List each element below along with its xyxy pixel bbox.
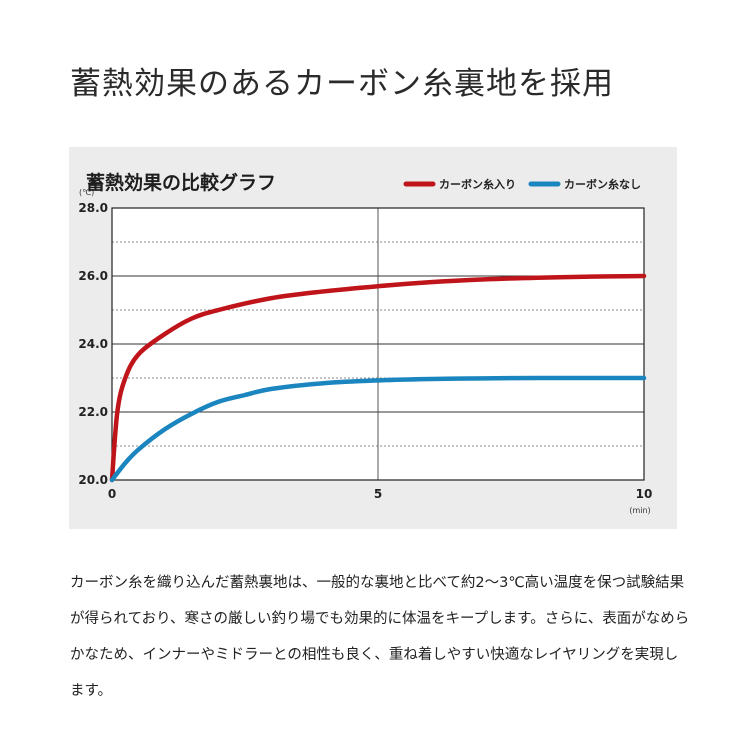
comparison-chart-panel: 20.0 22.0 24.0 26.0 28.0 (℃) 0 5 10 (min) 蓄熱効果の比較グ… [69,147,677,529]
y-unit-label: (℃) [79,188,94,197]
comparison-line-chart: 20.0 22.0 24.0 26.0 28.0 (℃) 0 5 10 (min) 蓄熱効果の比較グ… [78,171,653,515]
y-tick-label: 26.0 [78,269,108,283]
y-tick-label: 20.0 [78,473,108,487]
x-unit-label: (min) [629,506,650,515]
x-tick-label: 5 [374,487,382,501]
series-line [109,273,647,483]
chart-title: 蓄熱効果の比較グラフ [86,171,276,194]
y-tick-label: 22.0 [78,405,108,419]
series-line [109,375,647,483]
y-tick-label: 28.0 [78,201,108,215]
x-tick-label: 0 [108,487,116,501]
legend-label: カーボン糸なし [564,177,641,191]
description-text: カーボン糸を織り込んだ蓄熱裏地は、一般的な裏地と比べて約2〜3℃高い温度を保つ試… [70,575,690,699]
x-tick-label: 10 [636,487,653,501]
page-heading: 蓄熱効果のあるカーボン糸裏地を採用 [70,66,614,102]
y-tick-label: 24.0 [78,337,108,351]
legend-label: カーボン糸入り [439,177,516,191]
plot-frame [111,207,645,481]
